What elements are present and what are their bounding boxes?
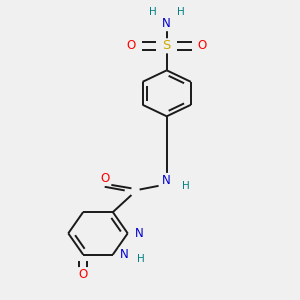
Text: H: H: [149, 7, 157, 17]
Text: N: N: [162, 17, 171, 30]
Text: H: H: [177, 7, 185, 17]
Text: O: O: [127, 39, 136, 52]
Text: H: H: [137, 254, 145, 264]
Text: N: N: [134, 227, 143, 240]
Text: H: H: [182, 181, 190, 191]
Text: O: O: [79, 268, 88, 281]
Text: N: N: [120, 248, 128, 261]
Text: S: S: [163, 39, 171, 52]
Text: O: O: [197, 39, 207, 52]
Text: O: O: [100, 172, 109, 185]
Text: N: N: [162, 174, 171, 187]
